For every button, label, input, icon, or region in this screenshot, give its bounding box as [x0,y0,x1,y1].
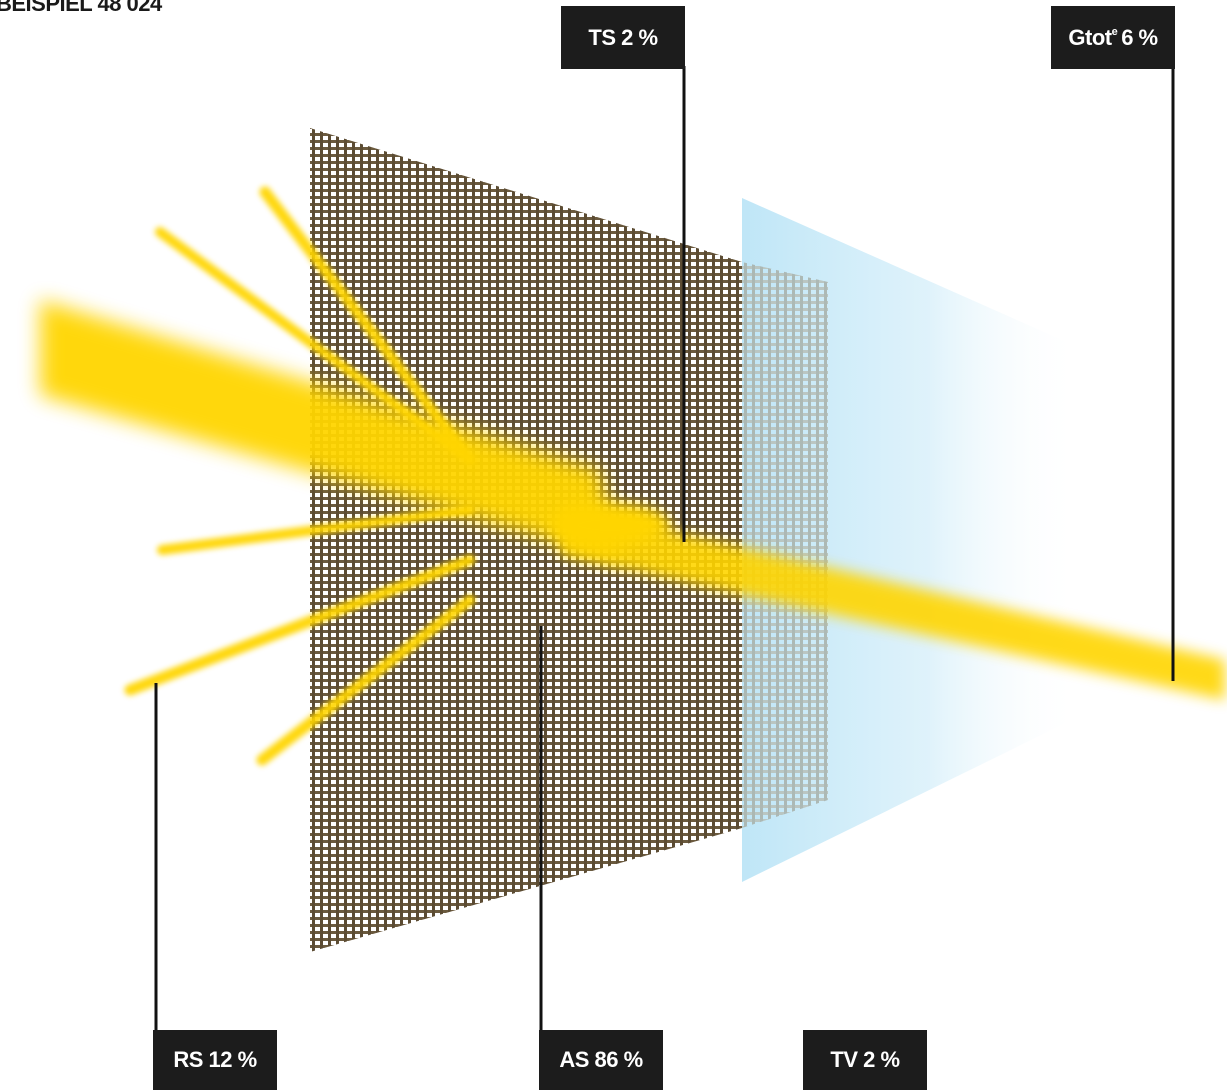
gtot-label: Gtot e 6 % [1051,6,1175,69]
as-label: AS 86 % [539,1030,663,1090]
rs-value: 12 % [208,1047,258,1072]
tv-value: 2 % [863,1047,900,1072]
ts-value: 2 % [621,24,658,50]
ts-prefix: TS [588,24,616,50]
incoming-light-beam [40,300,620,560]
gtot-prefix: Gtot [1068,24,1112,50]
fabric-behind-glass [742,262,828,828]
tv-prefix: TV [830,1047,858,1072]
diagram-title: BEISPIEL 48 024 [0,0,162,16]
fabric-screen [310,128,742,952]
tv-label: TV 2 % [803,1030,927,1090]
as-value: 86 % [594,1047,644,1072]
ts-label: TS 2 % [561,6,685,69]
gtot-superscript: e [1111,25,1118,38]
rs-label: RS 12 % [153,1030,277,1090]
rs-prefix: RS [173,1047,203,1072]
transmitted-light-beam [550,503,1225,700]
as-prefix: AS [559,1047,589,1072]
gtot-value: 6 % [1121,24,1158,50]
leader-lines [154,66,1175,1034]
reflected-rays [124,186,476,766]
